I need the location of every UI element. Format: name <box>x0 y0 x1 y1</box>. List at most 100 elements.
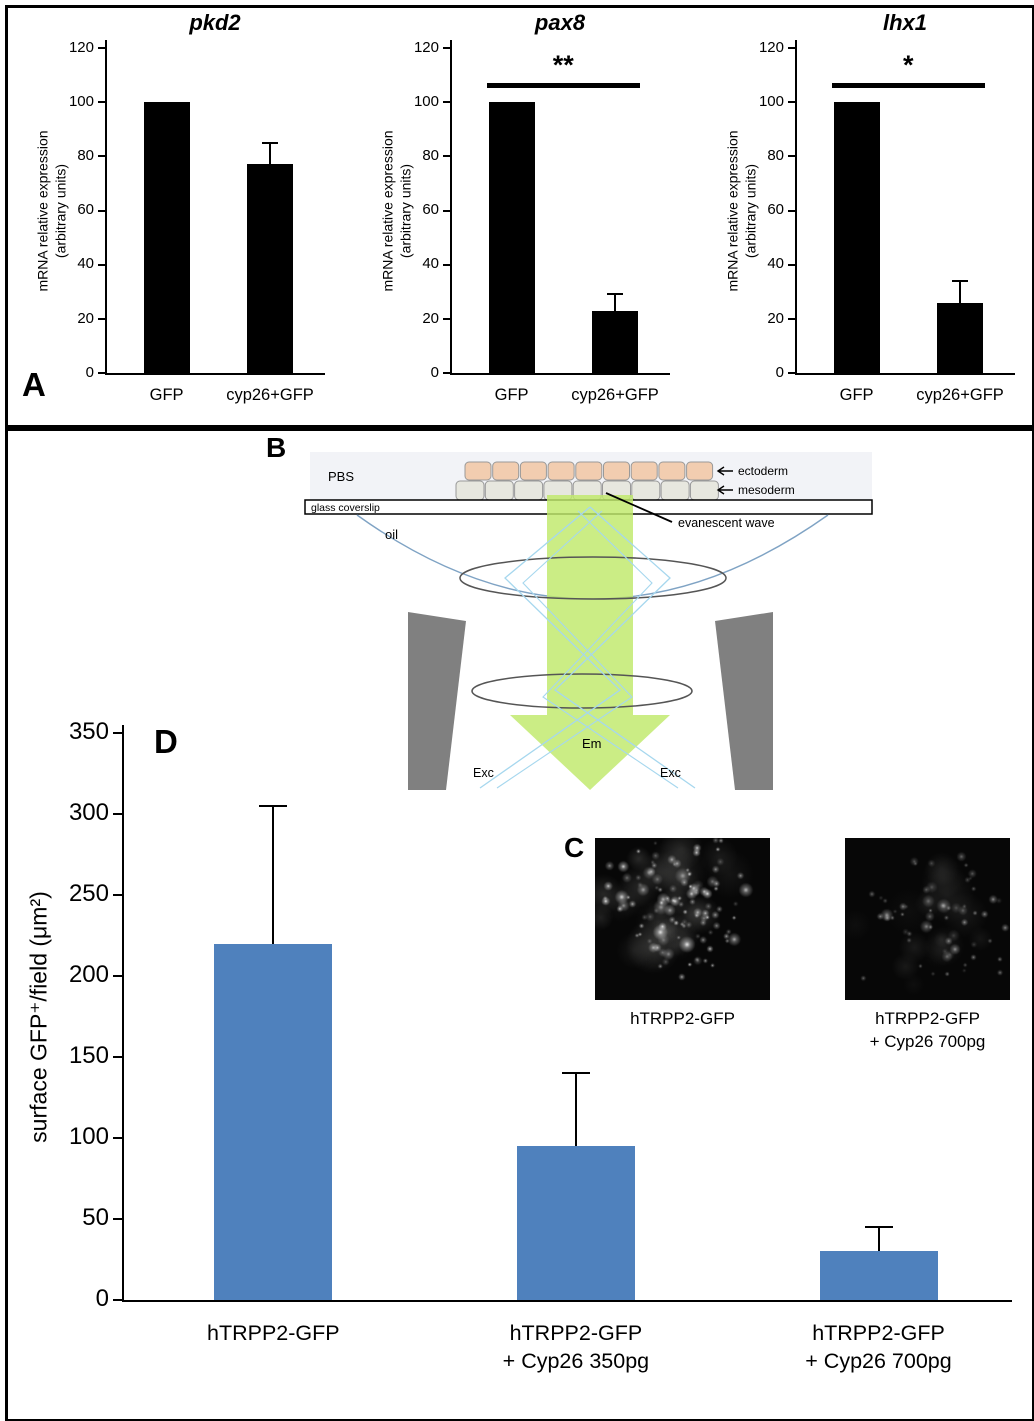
y-tick <box>113 1218 122 1220</box>
x-tick-label: cyp26+GFP <box>916 386 1004 404</box>
y-tick-label: 80 <box>77 147 94 165</box>
pbs-label: PBS <box>328 469 354 484</box>
y-tick <box>98 155 105 158</box>
y-tick-label: 100 <box>758 92 784 110</box>
excitation-beam-right-2 <box>542 510 679 789</box>
objective-left <box>408 612 466 790</box>
y-tick-label: 100 <box>68 1123 109 1151</box>
panel-label-c: C <box>564 832 585 863</box>
y-tick <box>788 317 795 320</box>
micrograph-label-1: hTRPP2-GFP <box>630 1009 735 1028</box>
chart-pkd2: 0 20 40 60 80 100 120 GFP cyp26+GFP pkd2 mRNA rela… <box>17 10 349 416</box>
y-tick-label: 60 <box>422 201 439 219</box>
error-bar-cap <box>864 1226 893 1229</box>
cell <box>492 461 520 481</box>
y-tick <box>788 47 795 49</box>
error-bar <box>959 280 961 303</box>
y-axis <box>122 725 124 1300</box>
bar <box>937 302 983 373</box>
x-tick-label: hTRPP2-GFP + Cyp26 350pg <box>502 1321 650 1373</box>
tirf-microscopy-diagram: PBS ectoderm mesoderm glass coverslip oi… <box>304 452 873 790</box>
objective-right <box>715 612 773 790</box>
cell <box>575 461 603 481</box>
y-tick <box>788 372 795 374</box>
cell <box>519 461 547 481</box>
y-tick-label: 100 <box>68 92 94 110</box>
x-axis <box>105 373 325 375</box>
error-bar-cap <box>561 1072 590 1075</box>
y-tick-label: 60 <box>767 201 784 219</box>
y-tick-label: 60 <box>77 201 94 219</box>
y-tick <box>113 732 122 734</box>
y-tick-label: 250 <box>68 880 109 908</box>
cell <box>630 461 658 481</box>
y-tick-label: 40 <box>422 255 439 273</box>
x-axis <box>122 1300 1012 1302</box>
y-tick-label: 80 <box>422 147 439 165</box>
chart-title: pkd2 <box>189 10 241 35</box>
y-tick-label: 20 <box>422 309 439 327</box>
x-tick-label: GFP <box>149 386 184 404</box>
mesoderm-label: mesoderm <box>738 483 795 497</box>
y-axis <box>105 40 107 373</box>
cell <box>547 461 575 481</box>
emission-arrow <box>510 495 670 790</box>
ectoderm-label: ectoderm <box>738 464 788 478</box>
y-tick-label: 0 <box>775 363 784 381</box>
y-tick <box>98 47 105 49</box>
cell <box>689 480 719 501</box>
micrograph-label-2: hTRPP2-GFP + Cyp26 700pg <box>869 1009 986 1051</box>
cell <box>660 480 690 501</box>
y-tick-label: 40 <box>77 255 94 273</box>
excitation-beam-right <box>553 506 696 789</box>
bar <box>143 102 190 373</box>
emission-label: Em <box>582 736 602 751</box>
y-tick <box>113 1299 122 1301</box>
significance-label: ** <box>552 50 574 81</box>
x-tick-label: GFP <box>839 386 874 404</box>
y-axis-label: mRNA relative expression (arbitrary unit… <box>724 129 759 292</box>
y-tick <box>788 263 795 266</box>
y-tick <box>98 372 105 374</box>
y-tick <box>98 317 105 320</box>
panel-a: 0 20 40 60 80 100 120 GFP cyp26+GFP pkd2 mRNA rela… <box>5 5 1034 428</box>
y-tick <box>788 209 795 212</box>
cell <box>658 461 686 481</box>
ectoderm-arrow-icon <box>716 466 733 476</box>
bar <box>247 164 293 373</box>
y-tick <box>113 975 122 977</box>
cell <box>631 480 661 501</box>
chart-pax8: 0 20 40 60 80 100 120 GFP cyp26+GFP pax8 mRNA rela… <box>362 10 694 416</box>
y-tick-label: 0 <box>95 1285 109 1313</box>
y-tick-label: 120 <box>758 38 784 56</box>
cell <box>514 480 544 501</box>
y-tick <box>443 101 450 104</box>
cell <box>464 461 492 481</box>
y-tick <box>113 1056 122 1058</box>
y-tick-label: 20 <box>77 309 94 327</box>
x-tick-label: cyp26+GFP <box>226 386 314 404</box>
y-axis-label: mRNA relative expression (arbitrary unit… <box>379 129 414 292</box>
coverslip-label: glass coverslip <box>311 502 380 514</box>
y-tick <box>98 101 105 104</box>
panel-label-b: B <box>266 432 287 463</box>
lens-upper <box>459 556 727 600</box>
x-tick-label: cyp26+GFP <box>571 386 659 404</box>
y-tick <box>443 263 450 266</box>
error-bar <box>574 1073 577 1147</box>
bar <box>819 1251 938 1300</box>
y-axis-label: mRNA relative expression (arbitrary unit… <box>34 129 69 292</box>
cell <box>484 480 514 501</box>
error-bar-cap <box>262 141 278 144</box>
oil-label: oil <box>385 527 398 542</box>
y-tick <box>443 372 450 374</box>
error-bar <box>272 805 275 944</box>
y-tick <box>98 263 105 266</box>
significance-label: * <box>903 50 914 81</box>
error-bar-cap <box>259 804 288 807</box>
chart-title: lhx1 <box>882 10 928 35</box>
x-axis <box>450 373 670 375</box>
error-bar-cap <box>607 293 623 296</box>
x-tick-label: hTRPP2-GFP + Cyp26 700pg <box>805 1321 952 1373</box>
